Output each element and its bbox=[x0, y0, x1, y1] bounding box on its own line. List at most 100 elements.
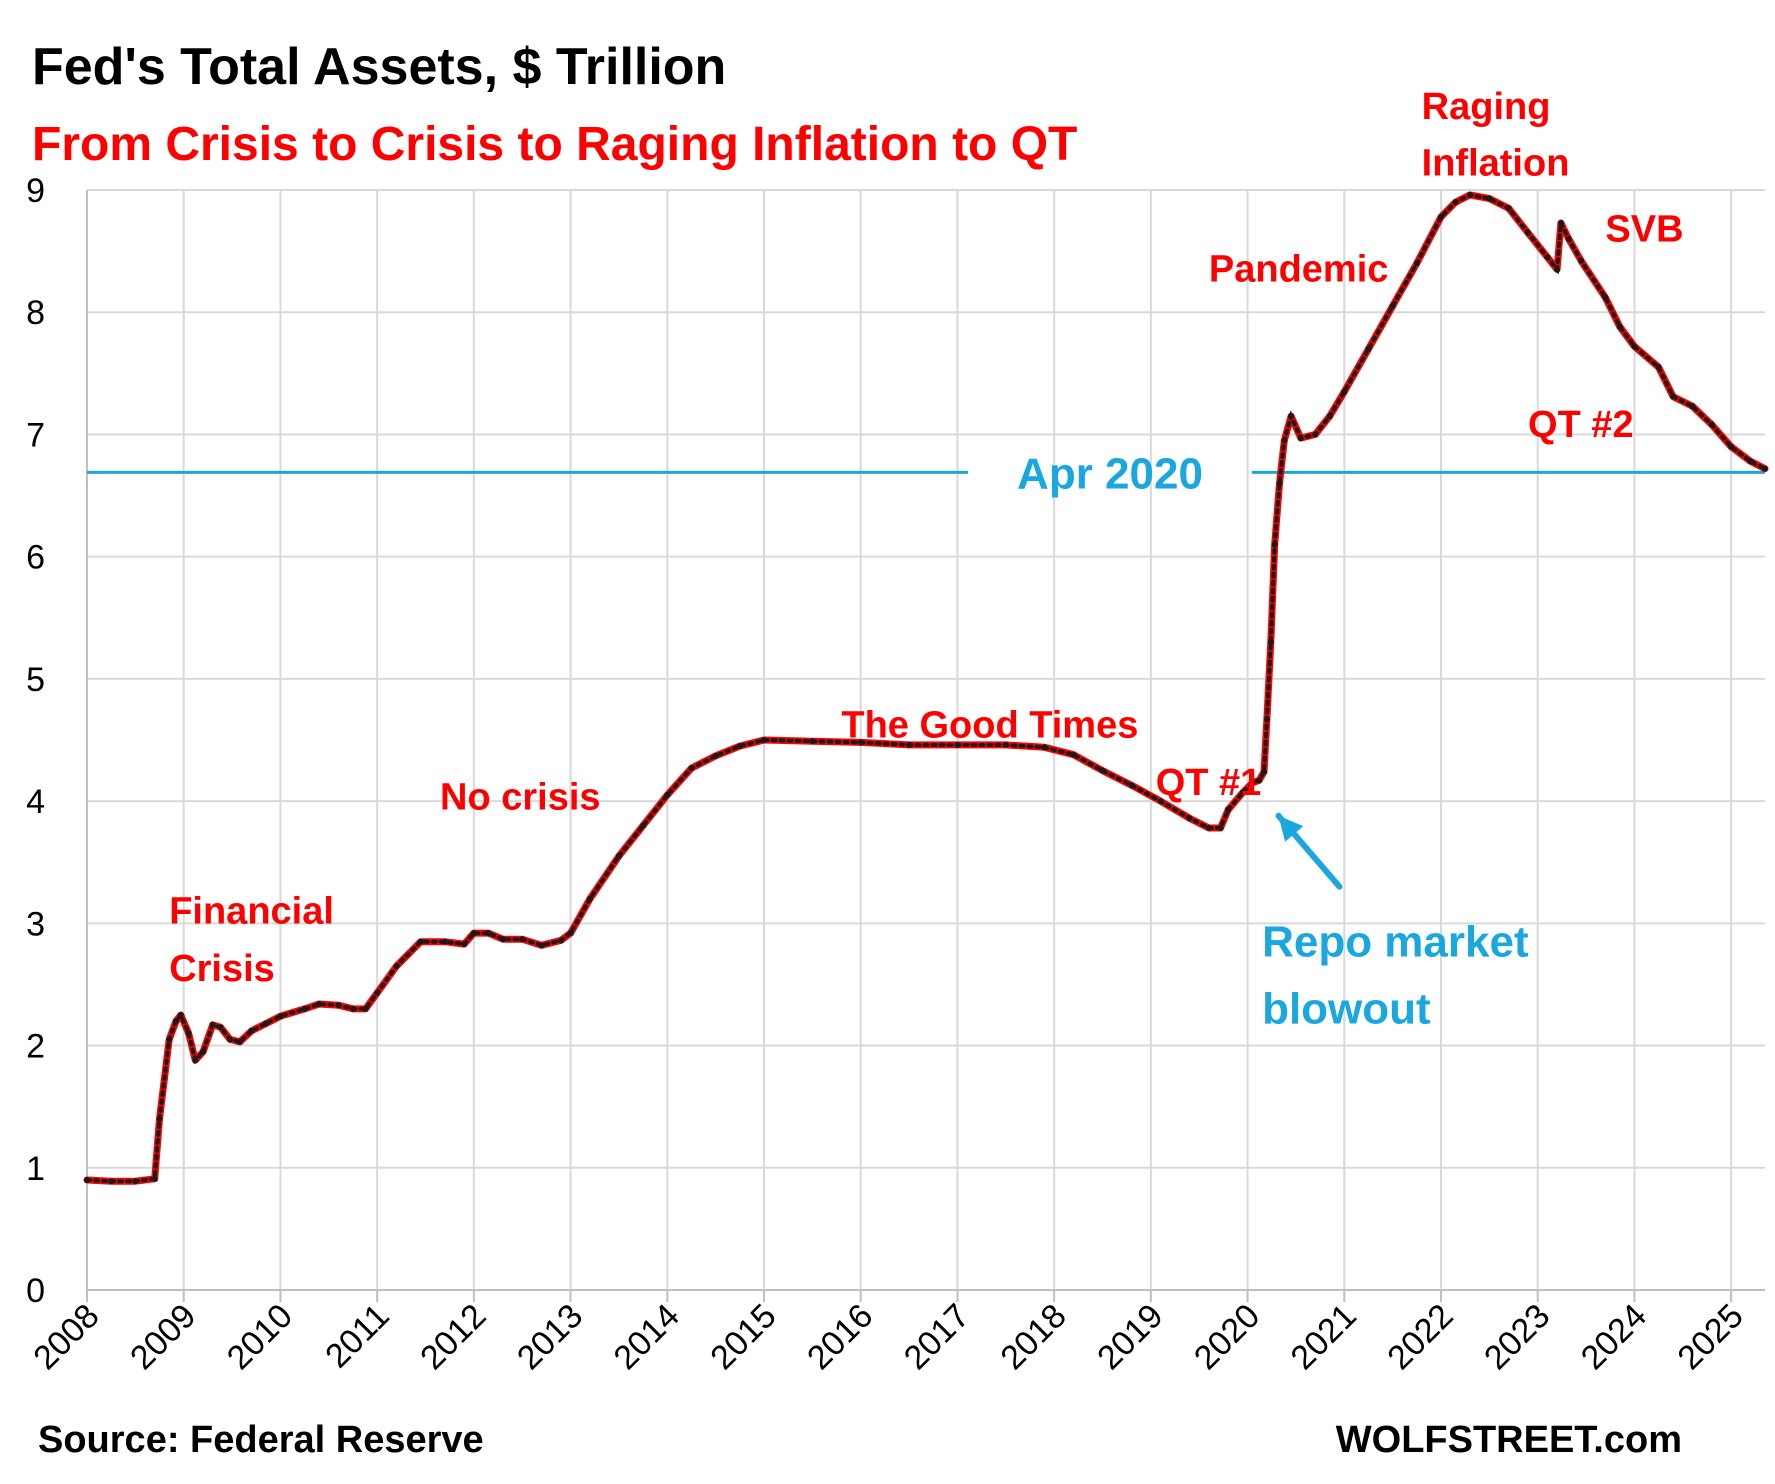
data-point bbox=[1157, 798, 1164, 805]
annotation-label: Financial bbox=[169, 890, 334, 932]
data-point bbox=[185, 1030, 192, 1037]
x-tick-label: 2015 bbox=[703, 1297, 783, 1377]
data-point bbox=[1239, 789, 1246, 796]
data-point bbox=[1276, 480, 1283, 487]
data-point bbox=[640, 822, 647, 829]
annotation-label: Crisis bbox=[169, 948, 275, 990]
data-point bbox=[1544, 254, 1551, 261]
data-point bbox=[1389, 303, 1396, 310]
annotation-label: Pandemic bbox=[1209, 249, 1389, 291]
data-point bbox=[1297, 435, 1304, 442]
data-point bbox=[1578, 257, 1585, 264]
data-point bbox=[262, 1020, 269, 1027]
x-tick-label: 2021 bbox=[1284, 1297, 1364, 1377]
x-tick-label: 2017 bbox=[897, 1297, 977, 1377]
x-tick-label: 2025 bbox=[1670, 1297, 1750, 1377]
data-point bbox=[1326, 413, 1333, 420]
y-tick-label: 3 bbox=[26, 905, 45, 943]
data-point bbox=[1554, 266, 1561, 273]
data-point bbox=[1655, 364, 1662, 371]
y-tick-label: 4 bbox=[26, 783, 45, 821]
x-tick-label: 2024 bbox=[1574, 1297, 1654, 1377]
data-point bbox=[736, 743, 743, 750]
data-point bbox=[1271, 541, 1278, 548]
data-point bbox=[200, 1048, 207, 1055]
series-markers bbox=[85, 192, 1767, 1184]
data-point bbox=[1261, 768, 1268, 775]
data-point bbox=[417, 938, 424, 945]
data-point bbox=[1249, 779, 1256, 786]
data-point bbox=[1312, 431, 1319, 438]
data-point bbox=[499, 936, 506, 943]
data-point bbox=[151, 1175, 158, 1182]
y-tick-label: 1 bbox=[26, 1150, 45, 1188]
arrow-head bbox=[1278, 815, 1304, 842]
data-point bbox=[557, 937, 564, 944]
data-point bbox=[954, 741, 961, 748]
data-point bbox=[1631, 343, 1638, 350]
data-point bbox=[1186, 815, 1193, 822]
data-point bbox=[615, 853, 622, 860]
data-point bbox=[761, 737, 768, 743]
y-tick-label: 2 bbox=[26, 1028, 45, 1066]
x-tick-labels: 2008 2009 2010 2011 2012 2013 2014 2015 2016 2017… bbox=[26, 1297, 1751, 1377]
data-point bbox=[248, 1027, 255, 1034]
data-point bbox=[1041, 744, 1048, 751]
annotation-label: No crisis bbox=[440, 777, 601, 819]
series-group bbox=[83, 191, 1769, 1185]
data-point bbox=[335, 1002, 342, 1009]
x-tick-label: 2022 bbox=[1380, 1297, 1460, 1377]
annotation-label-blue: blowout bbox=[1262, 985, 1431, 1034]
data-point bbox=[1467, 191, 1474, 198]
data-point bbox=[172, 1018, 179, 1025]
x-tick-label: 2014 bbox=[607, 1297, 687, 1377]
y-tick-label: 5 bbox=[26, 661, 45, 699]
data-point bbox=[393, 963, 400, 970]
reference-line-label: Apr 2020 bbox=[1017, 449, 1203, 498]
data-point bbox=[519, 936, 526, 943]
data-point bbox=[1217, 825, 1224, 831]
data-point bbox=[1365, 345, 1372, 352]
x-tick-label: 2018 bbox=[993, 1297, 1073, 1377]
y-tick-labels: 0 1 2 3 4 5 6 7 8 9 bbox=[26, 172, 45, 1310]
chart-title: Fed's Total Assets, $ Trillion bbox=[32, 38, 726, 96]
annotation-label: SVB bbox=[1605, 208, 1683, 250]
data-point bbox=[441, 938, 448, 945]
data-point bbox=[1525, 229, 1532, 236]
data-point bbox=[1728, 443, 1735, 450]
brand-label: WOLFSTREET.com bbox=[1336, 1419, 1682, 1461]
data-point bbox=[1267, 639, 1274, 646]
data-point bbox=[857, 739, 864, 746]
x-tick-label: 2009 bbox=[123, 1297, 203, 1377]
y-tick-label: 7 bbox=[26, 416, 45, 454]
source-note: Source: Federal Reserve bbox=[38, 1419, 484, 1461]
data-point bbox=[567, 930, 574, 937]
annotation-label: QT #2 bbox=[1528, 404, 1634, 446]
data-point bbox=[712, 752, 719, 759]
data-point bbox=[209, 1021, 216, 1028]
data-point bbox=[1288, 413, 1295, 420]
data-point bbox=[1708, 421, 1715, 428]
annotation-label: Inflation bbox=[1422, 142, 1570, 184]
data-point bbox=[236, 1038, 243, 1045]
data-point bbox=[108, 1178, 115, 1185]
y-tick-label: 0 bbox=[26, 1272, 45, 1310]
data-point bbox=[906, 741, 913, 748]
data-point bbox=[470, 930, 477, 937]
data-point bbox=[809, 738, 816, 745]
data-point bbox=[1263, 716, 1270, 723]
x-tick-label: 2012 bbox=[413, 1297, 493, 1377]
data-point bbox=[1616, 323, 1623, 330]
data-point bbox=[1505, 205, 1512, 212]
data-point bbox=[277, 1013, 284, 1020]
x-tick-label: 2019 bbox=[1090, 1297, 1170, 1377]
data-point bbox=[1002, 741, 1009, 748]
data-point bbox=[192, 1057, 199, 1064]
data-point bbox=[664, 792, 671, 798]
data-point bbox=[362, 1005, 369, 1012]
data-point bbox=[316, 1001, 323, 1007]
x-tick-label: 2010 bbox=[220, 1297, 300, 1377]
data-point bbox=[1689, 403, 1696, 410]
data-point bbox=[1205, 825, 1212, 831]
